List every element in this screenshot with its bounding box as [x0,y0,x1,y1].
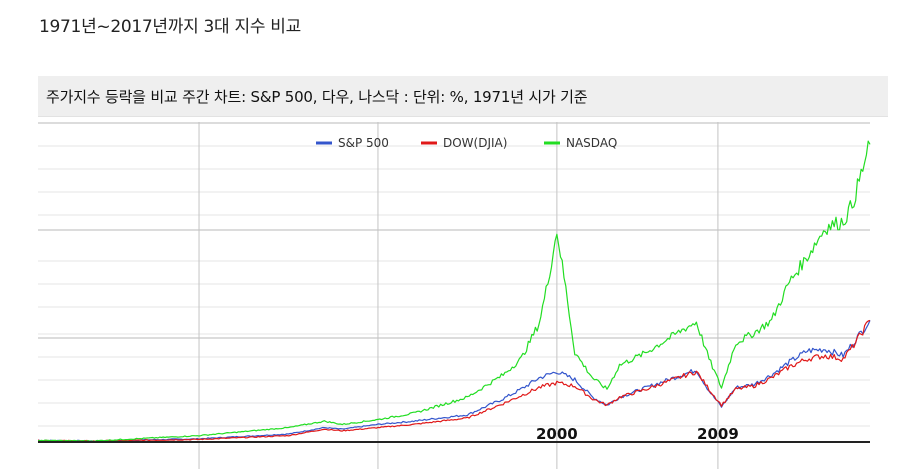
legend-label-s-p-500: S&P 500 [338,136,389,150]
page-heading: 1971년~2017년까지 3대 지수 비교 [39,17,301,37]
legend: S&P 500 DOW(DJIA) NASDAQ [316,136,617,150]
chart-title: 주가지수 등락을 비교 주간 차트: S&P 500, 다우, 나스닥 : 단위… [46,88,588,106]
legend-label-dow-djia: DOW(DJIA) [443,136,507,150]
x-tick-labels: 2000 2009 [536,425,739,443]
series-line-nasdaq [38,140,871,442]
x-tick-label-2000: 2000 [536,425,578,443]
series-line-s-p-500 [38,320,871,442]
series-line-dow-djia [38,319,871,442]
legend-label-nasdaq: NASDAQ [566,136,617,150]
x-tick-label-2009: 2009 [697,425,739,443]
chart-title-bar: 주가지수 등락을 비교 주간 차트: S&P 500, 다우, 나스닥 : 단위… [38,76,888,117]
chart-plot: S&P 500 DOW(DJIA) NASDAQ 2000 2009 [38,122,871,469]
chart-container: 주가지수 등락을 비교 주간 차트: S&P 500, 다우, 나스닥 : 단위… [38,76,888,469]
series-lines [38,140,871,442]
